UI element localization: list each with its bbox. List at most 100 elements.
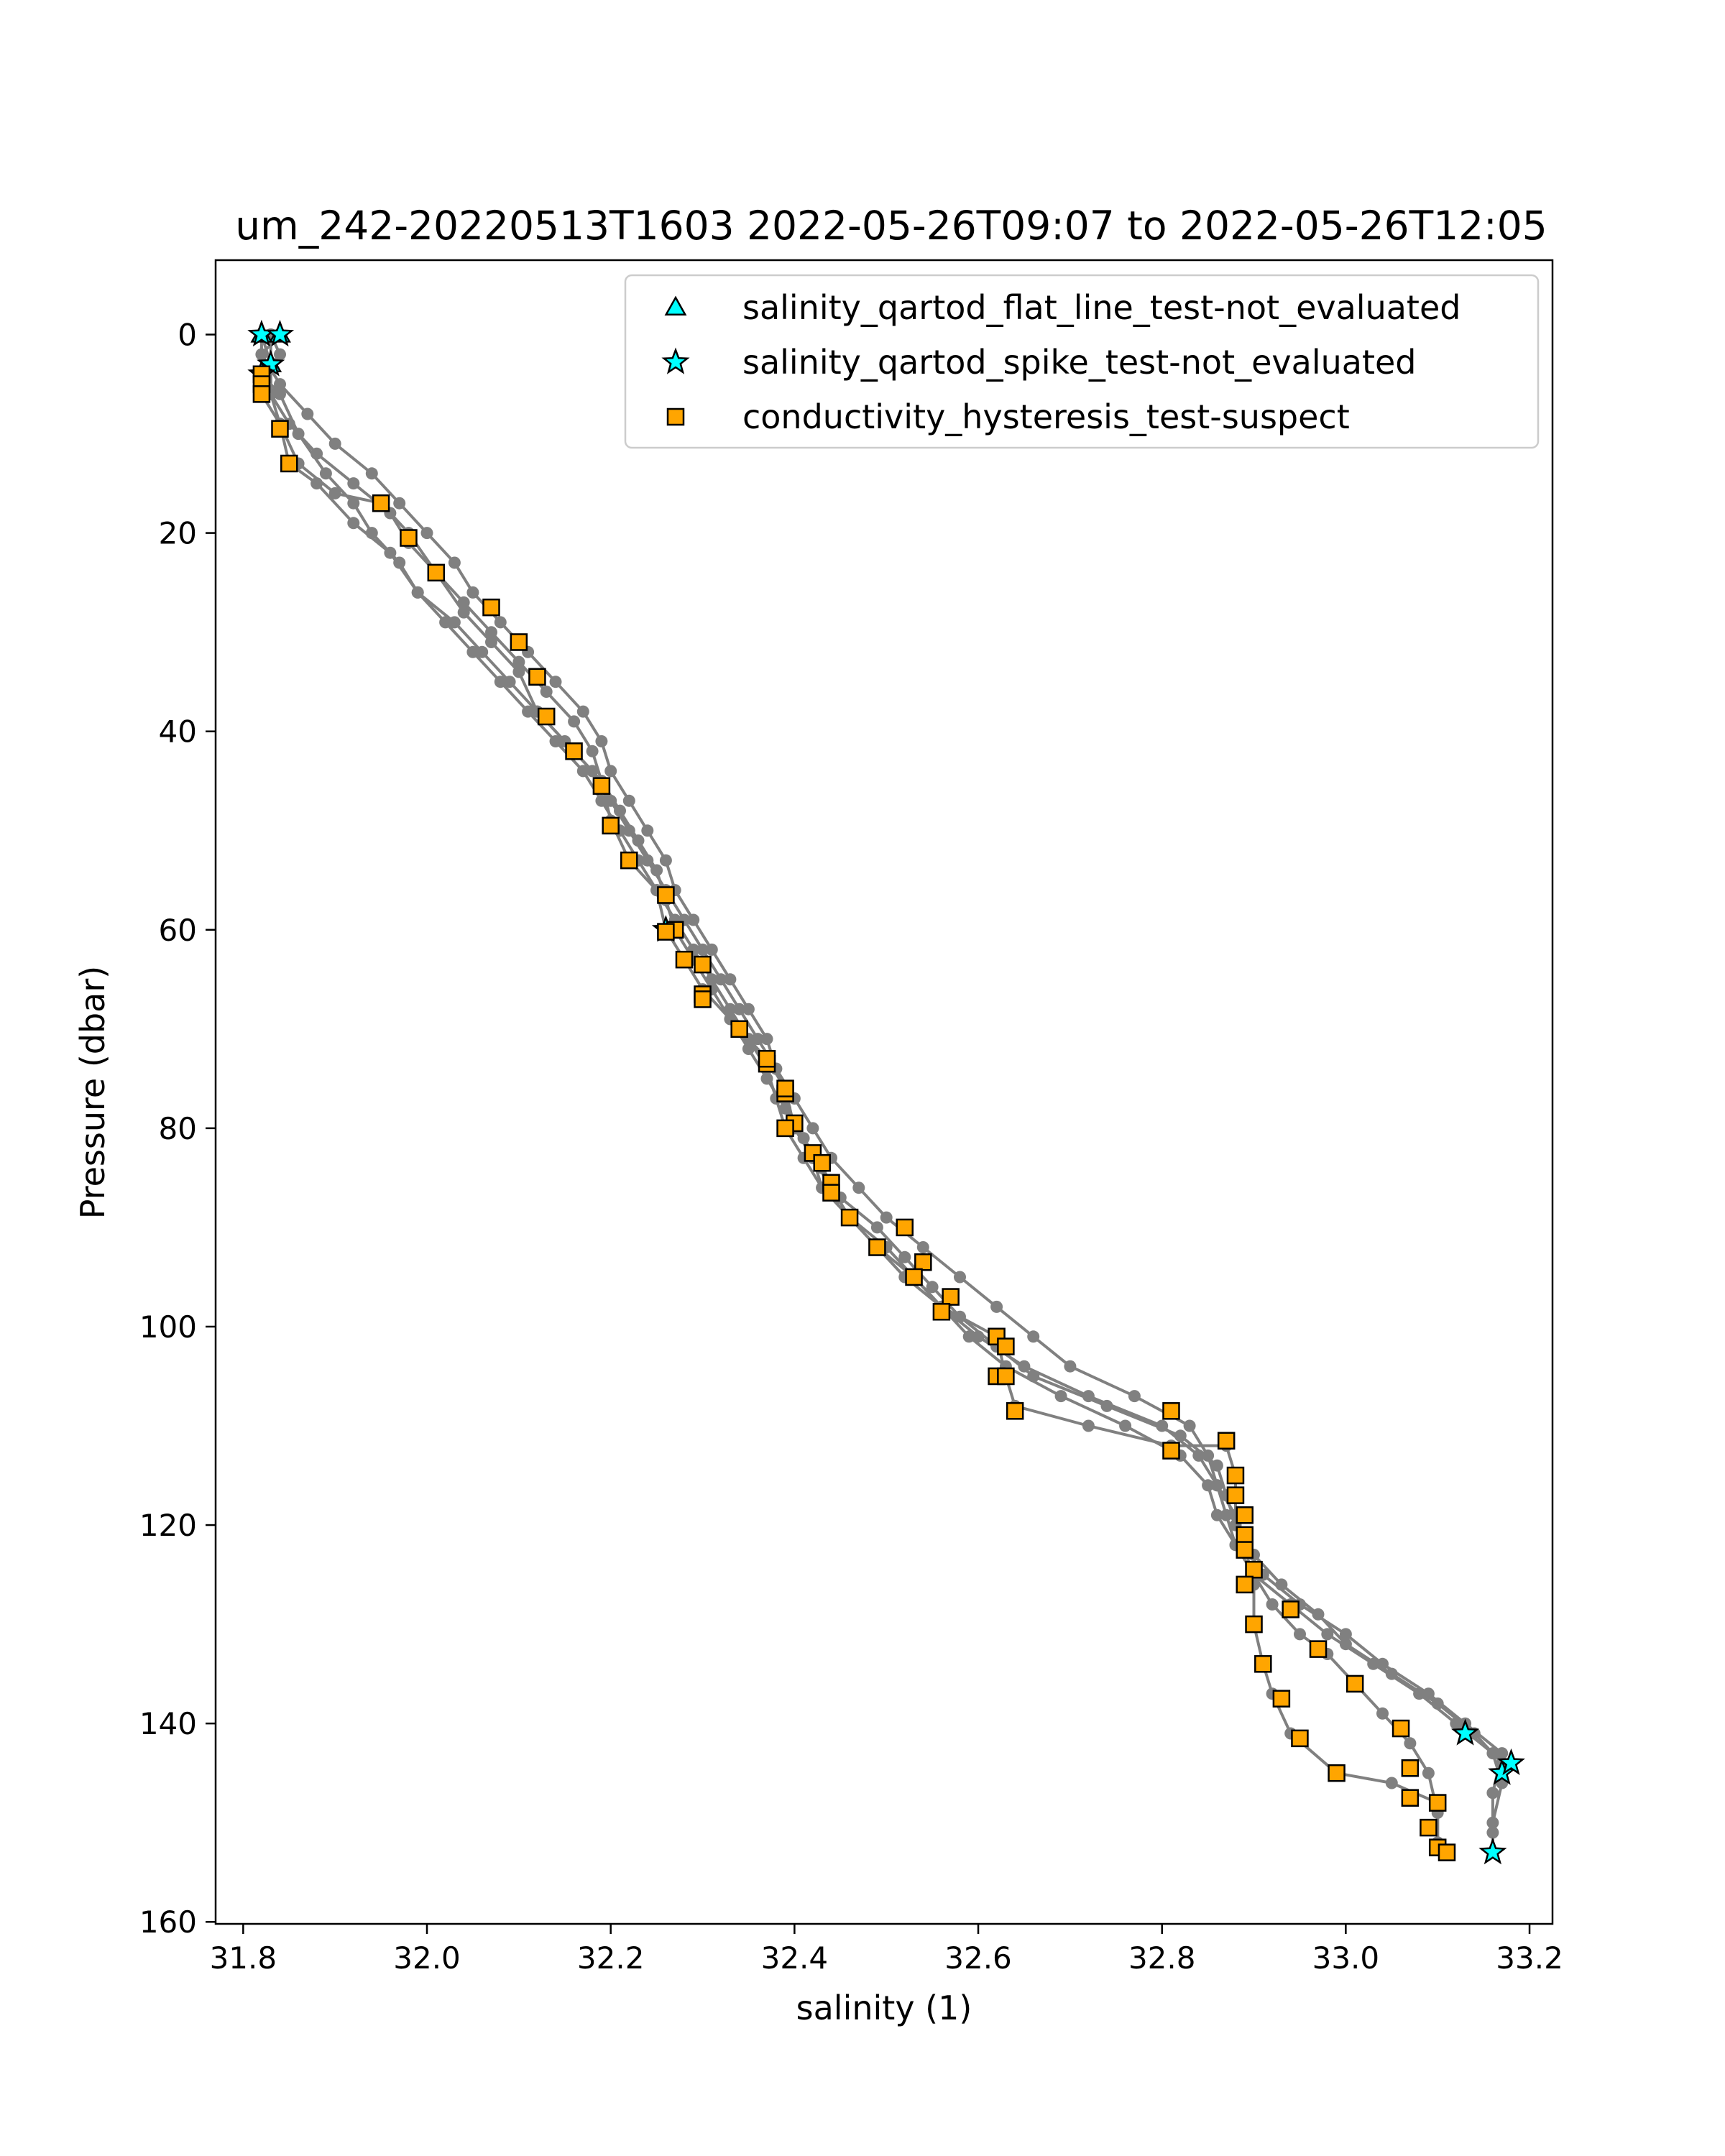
profile-point — [650, 864, 663, 877]
y-tick-label: 140 — [139, 1706, 197, 1741]
square-marker — [657, 886, 675, 904]
profile-point — [1100, 1399, 1113, 1412]
y-tick-label: 20 — [159, 516, 197, 551]
square-marker — [252, 385, 271, 403]
profile-point — [522, 705, 535, 718]
profile-point — [347, 517, 360, 530]
y-tick-label: 40 — [159, 714, 197, 750]
profile-point — [328, 487, 341, 499]
profile-point — [870, 1221, 883, 1234]
profile-point — [751, 1033, 764, 1046]
profile-point — [926, 1281, 939, 1294]
profile-point — [1339, 1628, 1352, 1641]
profile-point — [659, 854, 672, 867]
x-tick-label: 31.8 — [210, 1940, 277, 1976]
profile-point — [1404, 1737, 1417, 1750]
square-marker — [1217, 1432, 1236, 1450]
square-marker — [997, 1367, 1015, 1386]
x-tick-label: 33.2 — [1496, 1940, 1563, 1976]
legend-entry-star: salinity_qartod_spike_test-not_evaluated — [661, 343, 1416, 382]
profile-point — [466, 586, 479, 599]
profile-point — [1054, 1390, 1067, 1403]
profile-point — [1027, 1330, 1040, 1343]
square-marker — [776, 1119, 794, 1138]
square-marker — [602, 816, 620, 835]
chart-title: um_242-20220513T1603 2022-05-26T09:07 to… — [235, 203, 1547, 249]
square-marker — [592, 777, 611, 795]
profile-point — [476, 645, 489, 658]
x-tick-label: 32.0 — [393, 1940, 461, 1976]
profile-point — [595, 735, 608, 747]
x-tick-label: 32.8 — [1128, 1940, 1196, 1976]
legend-label: salinity_qartod_spike_test-not_evaluated — [742, 343, 1416, 382]
profile-point — [1119, 1419, 1132, 1432]
square-marker — [1226, 1466, 1245, 1485]
legend-square-icon — [666, 407, 685, 426]
square-marker — [528, 668, 546, 686]
profile-point — [916, 1241, 929, 1253]
profile-point — [503, 676, 516, 688]
square-marker — [1245, 1615, 1263, 1634]
profile-point — [1174, 1429, 1187, 1442]
axes-frame — [214, 259, 1554, 1925]
profile-point — [1210, 1508, 1223, 1521]
square-marker — [1401, 1789, 1420, 1807]
profile-point — [705, 943, 718, 956]
profile-point — [806, 1122, 819, 1135]
profile-point — [568, 715, 581, 728]
profile-point — [641, 824, 654, 837]
profile-point — [614, 804, 626, 817]
square-marker — [932, 1303, 951, 1321]
y-tick-label: 160 — [139, 1904, 197, 1940]
profile-point — [586, 745, 599, 757]
profile-point — [1220, 1508, 1233, 1521]
profile-point — [347, 497, 360, 510]
profile-point — [687, 913, 700, 926]
square-marker — [400, 529, 418, 547]
square-marker — [776, 1079, 794, 1097]
square-marker — [1438, 1843, 1456, 1861]
square-marker — [1162, 1402, 1180, 1420]
profile-point — [457, 606, 470, 619]
profile-point — [485, 626, 497, 639]
square-marker — [840, 1208, 859, 1227]
square-marker — [822, 1184, 840, 1202]
profile-point — [880, 1211, 893, 1224]
square-marker — [427, 563, 446, 582]
profile-point — [576, 705, 589, 718]
profile-point — [1431, 1697, 1444, 1710]
profile-point — [1082, 1419, 1095, 1432]
square-marker — [1245, 1560, 1263, 1579]
profile-point — [384, 546, 397, 559]
profile-point — [724, 1003, 737, 1015]
profile-point — [485, 636, 497, 648]
square-marker — [868, 1238, 886, 1256]
y-tick-label: 100 — [139, 1309, 197, 1345]
profile-point — [1018, 1360, 1031, 1373]
profile-point — [420, 527, 433, 540]
square-marker — [730, 1020, 748, 1038]
y-tick-label: 0 — [178, 318, 197, 353]
square-marker — [1392, 1719, 1410, 1738]
profile-point — [1202, 1479, 1215, 1492]
profile-point — [1376, 1707, 1389, 1720]
profile-point — [622, 794, 635, 807]
star-marker — [1478, 1838, 1507, 1865]
legend-box — [624, 274, 1540, 449]
profile-point — [448, 616, 461, 629]
square-marker — [657, 923, 675, 941]
profile-point — [448, 556, 461, 569]
x-axis: 31.8 32.0 32.2 32.4 32.6 32.8 33.0 33.2 — [210, 1924, 1563, 1976]
series-square — [252, 365, 1456, 1861]
square-marker — [896, 1218, 914, 1237]
profile-point — [466, 645, 479, 658]
plot-area — [247, 319, 1525, 1865]
y-axis-label: Pressure (dbar) — [73, 966, 112, 1219]
square-marker — [675, 950, 694, 969]
square-marker — [1282, 1600, 1300, 1618]
x-tick-label: 33.0 — [1312, 1940, 1380, 1976]
square-marker — [1272, 1690, 1291, 1708]
profile-point — [1064, 1360, 1077, 1373]
square-marker — [482, 598, 500, 617]
profile-point — [274, 387, 286, 400]
